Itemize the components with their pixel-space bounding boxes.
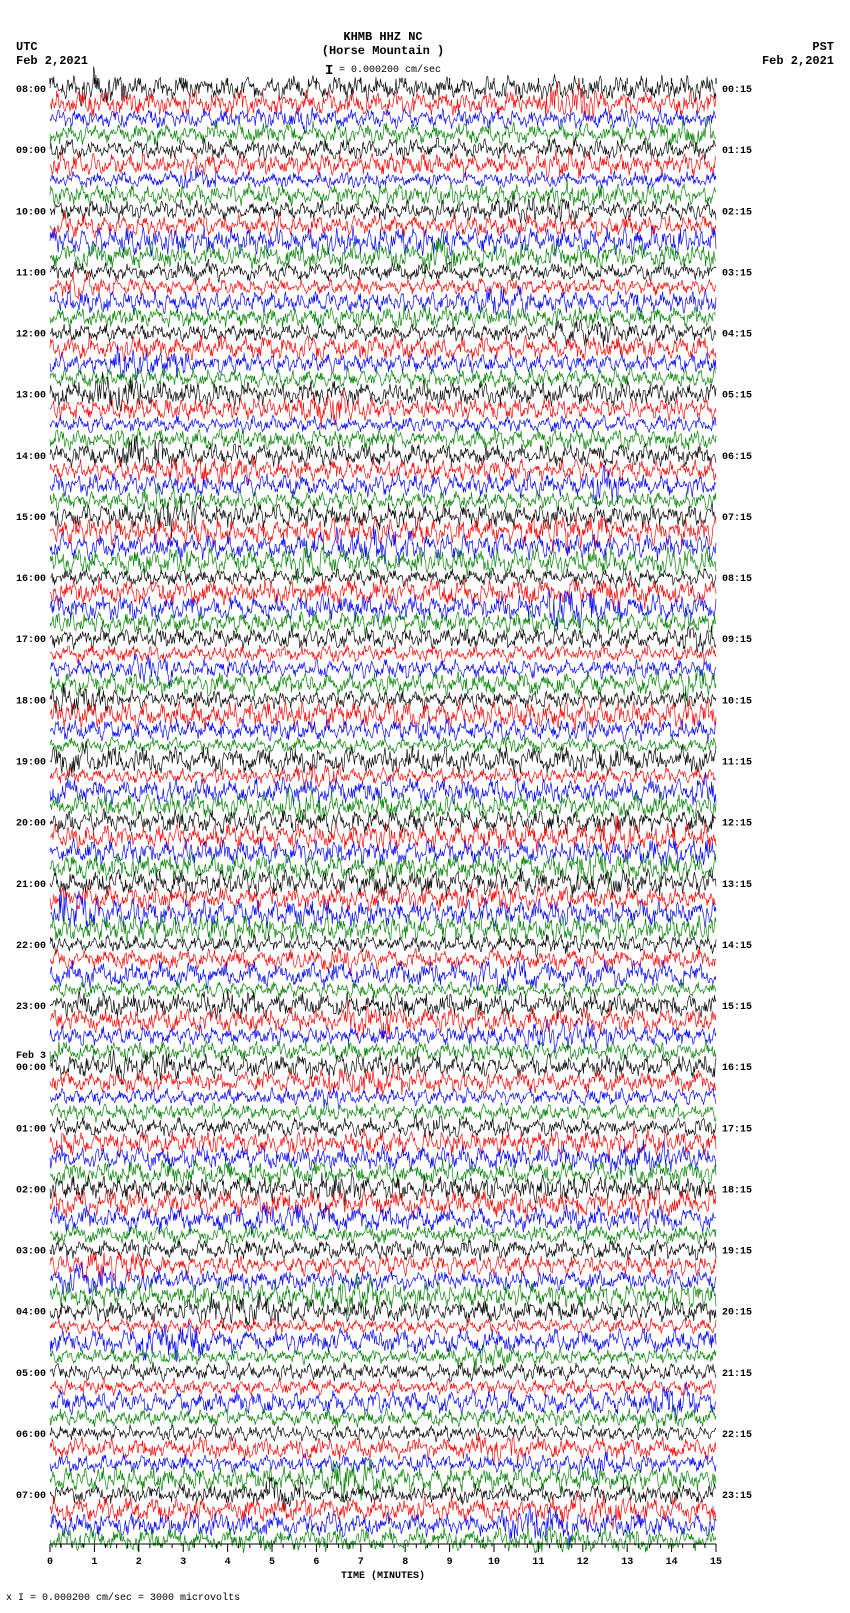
right-hour-label: 13:15 <box>722 880 752 891</box>
x-axis-label: TIME (MINUTES) <box>341 1570 425 1582</box>
footer-scale: x I = 0.000200 cm/sec = 3000 microvolts <box>0 1585 850 1604</box>
x-tick-label: 8 <box>402 1557 408 1568</box>
right-hour-label: 23:15 <box>722 1491 752 1502</box>
left-hour-label: 18:00 <box>16 696 46 707</box>
helicorder-plot: KHMB HHZ NC(Horse Mountain ) I = 0.000200 … <box>0 0 850 1585</box>
left-date-prefix: Feb 3 <box>16 1050 46 1062</box>
x-tick-label: 9 <box>447 1557 453 1568</box>
x-tick-label: 14 <box>666 1557 678 1568</box>
right-hour-label: 14:15 <box>722 941 752 952</box>
x-tick-label: 13 <box>621 1557 633 1568</box>
left-hour-label: 11:00 <box>16 268 46 279</box>
left-hour-label: 21:00 <box>16 880 46 891</box>
left-tz: UTC <box>16 40 38 54</box>
x-tick-label: 7 <box>358 1557 364 1568</box>
left-hour-label: 09:00 <box>16 146 46 157</box>
left-hour-label: 12:00 <box>16 330 46 341</box>
left-hour-label: 20:00 <box>16 819 46 830</box>
right-hour-label: 22:15 <box>722 1430 752 1441</box>
footer-text: = 0.000200 cm/sec = 3000 microvolts <box>30 1593 240 1604</box>
x-tick-label: 11 <box>532 1557 544 1568</box>
right-hour-label: 21:15 <box>722 1369 752 1380</box>
right-hour-label: 05:15 <box>722 391 752 402</box>
right-hour-label: 03:15 <box>722 268 752 279</box>
left-hour-label: 23:00 <box>16 1002 46 1013</box>
left-hour-label: 07:00 <box>16 1491 46 1502</box>
left-hour-label: 17:00 <box>16 635 46 646</box>
left-hour-label: 19:00 <box>16 758 46 769</box>
x-tick-label: 1 <box>91 1557 97 1568</box>
left-hour-label: 15:00 <box>16 513 46 524</box>
right-hour-label: 12:15 <box>722 819 752 830</box>
right-date: Feb 2,2021 <box>762 54 834 68</box>
left-hour-label: 16:00 <box>16 574 46 585</box>
left-hour-label: 22:00 <box>16 941 46 952</box>
left-hour-label: 01:00 <box>16 1124 46 1135</box>
right-hour-label: 19:15 <box>722 1247 752 1258</box>
x-tick-label: 15 <box>710 1557 722 1568</box>
right-hour-label: 02:15 <box>722 207 752 218</box>
right-hour-label: 18:15 <box>722 1185 752 1196</box>
station-name: (Horse Mountain ) <box>322 44 444 58</box>
left-hour-label: 04:00 <box>16 1308 46 1319</box>
right-hour-label: 17:15 <box>722 1124 752 1135</box>
right-hour-label: 09:15 <box>722 635 752 646</box>
right-hour-label: 15:15 <box>722 1002 752 1013</box>
left-date: Feb 2,2021 <box>16 54 88 68</box>
left-hour-label: 14:00 <box>16 452 46 463</box>
left-hour-label: 10:00 <box>16 207 46 218</box>
footer-prefix: x I <box>6 1593 24 1604</box>
x-tick-label: 0 <box>47 1557 53 1568</box>
right-hour-label: 00:15 <box>722 85 752 96</box>
left-hour-label: 05:00 <box>16 1369 46 1380</box>
left-hour-label: 02:00 <box>16 1185 46 1196</box>
scale-text: = 0.000200 cm/sec <box>339 64 441 76</box>
right-hour-label: 08:15 <box>722 574 752 585</box>
left-hour-label: 13:00 <box>16 391 46 402</box>
right-hour-label: 20:15 <box>722 1308 752 1319</box>
x-tick-label: 2 <box>136 1557 142 1568</box>
right-tz: PST <box>812 40 834 54</box>
left-hour-label: 08:00 <box>16 85 46 96</box>
right-hour-label: 10:15 <box>722 696 752 707</box>
x-tick-label: 4 <box>225 1557 231 1568</box>
right-hour-label: 11:15 <box>722 758 752 769</box>
x-tick-label: 12 <box>577 1557 589 1568</box>
right-hour-label: 07:15 <box>722 513 752 524</box>
right-hour-label: 06:15 <box>722 452 752 463</box>
x-tick-label: 3 <box>180 1557 186 1568</box>
right-hour-label: 01:15 <box>722 146 752 157</box>
scale-glyph: I <box>325 63 333 79</box>
right-hour-label: 16:15 <box>722 1063 752 1074</box>
left-hour-label: 06:00 <box>16 1430 46 1441</box>
x-tick-label: 6 <box>313 1557 319 1568</box>
x-tick-label: 5 <box>269 1557 275 1568</box>
x-tick-label: 10 <box>488 1557 500 1568</box>
left-hour-label: 00:00 <box>16 1063 46 1074</box>
right-hour-label: 04:15 <box>722 330 752 341</box>
station-code: KHMB HHZ NC <box>343 30 422 44</box>
left-hour-label: 03:00 <box>16 1247 46 1258</box>
